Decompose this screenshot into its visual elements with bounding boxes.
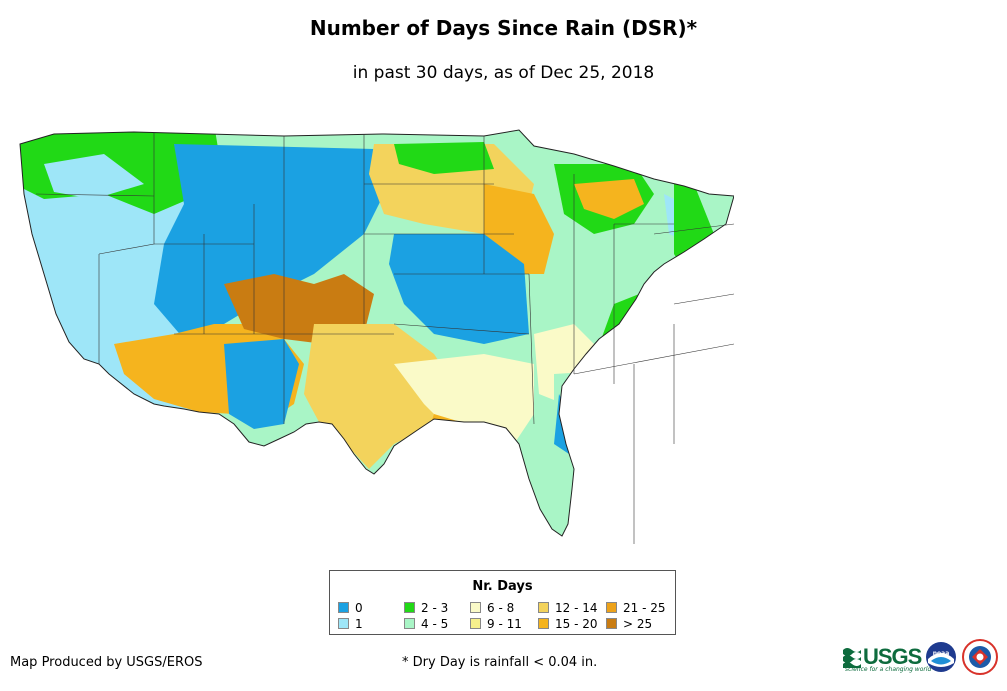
svg-text:noaa: noaa <box>933 650 950 657</box>
legend-item-1: 1 <box>338 617 363 631</box>
noaa-logo-icon: noaa <box>925 641 957 673</box>
usgs-wordmark: USGS <box>863 644 922 669</box>
usgs-logo: USGS <box>843 643 922 671</box>
legend-title: Nr. Days <box>472 579 533 594</box>
legend-label: 4 - 5 <box>421 617 449 631</box>
legend-label: > 25 <box>623 617 653 631</box>
region-cascades <box>44 154 144 199</box>
us-outline <box>19 129 735 537</box>
credit-text: Map Produced by USGS/EROS <box>10 655 203 670</box>
usgs-tagline: science for a changing world <box>845 666 932 673</box>
us-dsr-map <box>14 124 735 544</box>
legend-label: 6 - 8 <box>487 601 515 615</box>
usgs-wave-icon <box>843 646 861 668</box>
region-new-mexico-zero <box>224 339 299 429</box>
legend-label: 21 - 25 <box>623 601 666 615</box>
legend-label: 0 <box>355 601 363 615</box>
legend-label: 15 - 20 <box>555 617 598 631</box>
region-rockies-zero <box>154 144 384 339</box>
legend-swatch <box>606 602 617 613</box>
legend-item-5: 9 - 11 <box>470 617 522 631</box>
us-map-graphic <box>19 129 735 544</box>
nws-logo-icon <box>962 639 998 675</box>
legend-swatch <box>404 602 415 613</box>
legend-item-6: 12 - 14 <box>538 601 598 615</box>
legend-item-9: > 25 <box>606 617 652 631</box>
legend-item-7: 15 - 20 <box>538 617 598 631</box>
region-southeast <box>554 344 734 536</box>
legend-item-2: 2 - 3 <box>404 601 448 615</box>
legend-swatch <box>338 618 349 629</box>
legend-swatch <box>606 618 617 629</box>
legend-label: 1 <box>355 617 363 631</box>
legend-item-8: 21 - 25 <box>606 601 666 615</box>
map-subtitle: in past 30 days, as of Dec 25, 2018 <box>352 63 655 83</box>
region-north-dakota-wet <box>394 142 494 174</box>
legend-label: 2 - 3 <box>421 601 449 615</box>
region-kansas-zero <box>389 234 529 344</box>
legend-swatch <box>470 618 481 629</box>
legend-label: 12 - 14 <box>555 601 598 615</box>
map-title: Number of Days Since Rain (DSR)* <box>309 16 698 40</box>
legend-item-3: 4 - 5 <box>404 617 448 631</box>
legend-swatch <box>404 618 415 629</box>
region-south-texas <box>424 414 494 504</box>
legend-swatch <box>470 602 481 613</box>
legend-swatch <box>538 618 549 629</box>
legend-swatch <box>338 602 349 613</box>
state-boundaries <box>35 132 735 544</box>
legend-item-0: 0 <box>338 601 363 615</box>
footnote-text: * Dry Day is rainfall < 0.04 in. <box>402 655 598 670</box>
region-texas-east <box>394 354 534 444</box>
region-upper-michigan <box>574 179 644 219</box>
legend-swatch <box>538 602 549 613</box>
legend: Nr. Days 0 1 2 - 3 4 - 5 6 - 8 9 - 11 12… <box>329 570 676 635</box>
legend-label: 9 - 11 <box>487 617 522 631</box>
legend-item-4: 6 - 8 <box>470 601 514 615</box>
region-northeast-wet <box>674 164 734 299</box>
dsr-regions <box>20 130 734 536</box>
